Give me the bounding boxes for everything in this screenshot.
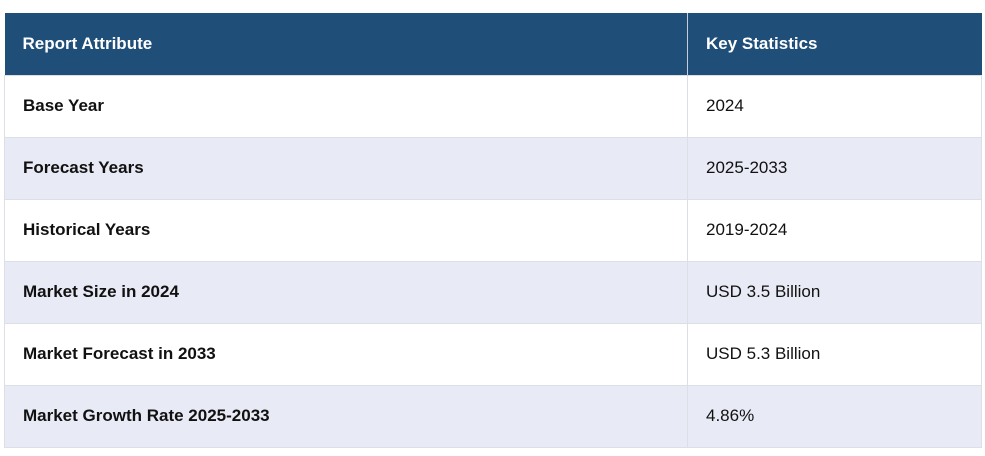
attribute-cell: Market Size in 2024 [4,260,688,323]
header-report-attribute: Report Attribute [4,13,688,75]
attribute-cell: Market Growth Rate 2025-2033 [4,384,688,448]
table-row: Market Size in 2024 USD 3.5 Billion [4,260,982,323]
table-header: Report Attribute Key Statistics [4,13,982,75]
statistic-cell: 2025-2033 [687,136,982,199]
statistic-cell: 4.86% [687,384,982,448]
table-row: Market Growth Rate 2025-2033 4.86% [4,384,982,448]
table-row: Forecast Years 2025-2033 [4,136,982,199]
attribute-cell: Market Forecast in 2033 [4,322,688,385]
report-table: Report Attribute Key Statistics Base Yea… [4,13,982,448]
table-row: Base Year 2024 [4,74,982,137]
statistic-cell: 2024 [687,74,982,137]
statistic-cell: USD 3.5 Billion [687,260,982,323]
attribute-cell: Base Year [4,74,688,137]
header-key-statistics: Key Statistics [687,13,982,75]
header-row: Report Attribute Key Statistics [4,13,982,75]
statistic-cell: 2019-2024 [687,198,982,261]
table-row: Market Forecast in 2033 USD 5.3 Billion [4,322,982,385]
attribute-cell: Forecast Years [4,136,688,199]
table-row: Historical Years 2019-2024 [4,198,982,261]
statistic-cell: USD 5.3 Billion [687,322,982,385]
attribute-cell: Historical Years [4,198,688,261]
table-body: Base Year 2024 Forecast Years 2025-2033 … [4,74,982,448]
